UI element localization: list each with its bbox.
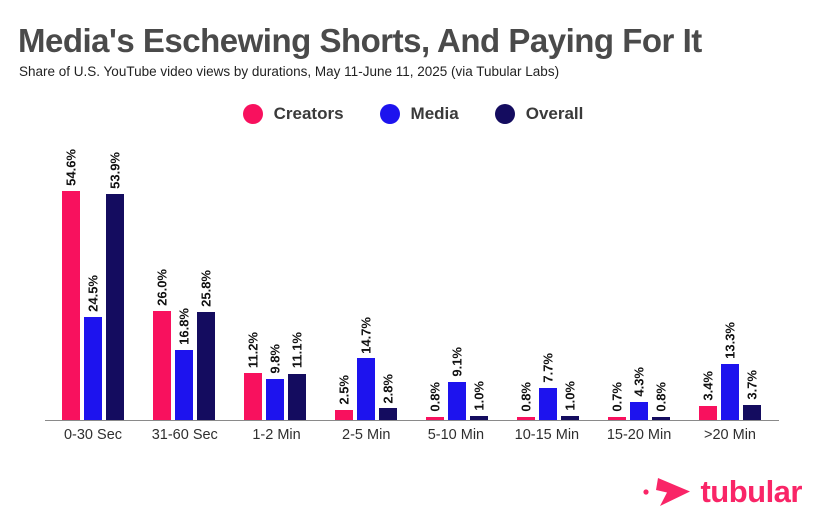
bar-overall: 11.1% bbox=[288, 332, 306, 420]
bar-overall: 1.0% bbox=[561, 381, 579, 420]
tubular-logo-icon bbox=[643, 478, 691, 506]
creators-swatch-icon bbox=[242, 104, 263, 124]
bar-overall: 3.7% bbox=[743, 370, 761, 420]
legend-item-media: Media bbox=[379, 104, 459, 124]
tubular-logo-text: tubular bbox=[700, 473, 802, 509]
bar-value-label: 0.8% bbox=[653, 381, 669, 412]
bar-creators: 0.7% bbox=[608, 382, 626, 420]
bar-media: 9.8% bbox=[266, 344, 284, 420]
x-axis-label: 10-15 Min bbox=[514, 427, 580, 443]
bar-value-label: 4.3% bbox=[631, 367, 647, 397]
bar-value-label: 9.1% bbox=[449, 347, 465, 377]
bar-value-label: 0.8% bbox=[427, 381, 443, 412]
bar-value-label: 14.7% bbox=[358, 316, 374, 354]
bar-group: 3.4% 13.3% 3.7% bbox=[699, 322, 761, 420]
x-axis-label: 0-30 Sec bbox=[63, 427, 123, 443]
bar-value-label: 3.7% bbox=[744, 369, 760, 400]
bar-creators: 3.4% bbox=[699, 371, 717, 420]
chart-subtitle: Share of U.S. YouTube video views by dur… bbox=[19, 64, 560, 79]
bar-overall: 1.0% bbox=[470, 381, 488, 420]
bar-value-label: 11.2% bbox=[245, 331, 261, 369]
bar-value-label: 25.8% bbox=[198, 270, 214, 307]
bar-media: 16.8% bbox=[175, 308, 193, 420]
bar-value-label: 3.4% bbox=[700, 371, 716, 401]
x-axis-line bbox=[45, 420, 779, 421]
bar-creators: 26.0% bbox=[153, 269, 171, 420]
bar-overall: 25.8% bbox=[197, 270, 215, 420]
bar-value-label: 0.8% bbox=[518, 381, 534, 412]
bar-creators: 2.5% bbox=[335, 375, 353, 420]
bar-overall: 0.8% bbox=[652, 382, 670, 420]
bar-media: 13.3% bbox=[721, 322, 739, 420]
bar-group: 2.5% 14.7% 2.8% bbox=[335, 317, 397, 420]
bar-value-label: 9.8% bbox=[267, 344, 283, 374]
bar-media: 4.3% bbox=[630, 367, 648, 420]
legend-label-overall: Overall bbox=[525, 104, 584, 123]
bar-value-label: 0.7% bbox=[609, 382, 625, 413]
bar-value-label: 13.3% bbox=[722, 322, 738, 360]
tubular-logo: tubular bbox=[643, 473, 802, 509]
bar-group: 11.2% 9.8% 11.1% bbox=[244, 332, 306, 420]
media-swatch-icon bbox=[379, 104, 400, 124]
legend: Creators Media Overall bbox=[0, 104, 826, 124]
chart-groups: 54.6% 24.5% 53.9% 26.0% 16.8% 25.8% 11.2% 9.8% 1… bbox=[62, 140, 761, 420]
bar-group: 0.8% 9.1% 1.0% bbox=[426, 347, 488, 420]
bar-value-label: 53.9% bbox=[107, 152, 123, 190]
bar-value-label: 26.0% bbox=[154, 269, 170, 307]
x-axis-label: 1-2 Min bbox=[252, 427, 301, 443]
legend-label-media: Media bbox=[410, 104, 459, 123]
bar-value-label: 1.0% bbox=[471, 381, 487, 411]
bar-creators: 0.8% bbox=[426, 382, 444, 420]
logo-arrow-shape bbox=[656, 478, 691, 506]
x-axis-label: >20 Min bbox=[704, 427, 756, 443]
bar-value-label: 54.6% bbox=[63, 149, 79, 187]
bar-overall: 53.9% bbox=[106, 152, 124, 420]
legend-label-creators: Creators bbox=[273, 104, 344, 123]
x-axis-label: 2-5 Min bbox=[342, 427, 391, 443]
bar-creators: 11.2% bbox=[244, 332, 262, 420]
bar-group: 0.7% 4.3% 0.8% bbox=[608, 367, 670, 420]
bar-media: 7.7% bbox=[539, 353, 557, 420]
overall-swatch-icon bbox=[494, 104, 515, 124]
bar-value-label: 7.7% bbox=[540, 353, 556, 383]
chart-title: Media's Eschewing Shorts, And Paying For… bbox=[18, 22, 702, 59]
bar-overall: 2.8% bbox=[379, 374, 397, 420]
bar-value-label: 24.5% bbox=[85, 275, 101, 313]
logo-dot-shape bbox=[643, 489, 650, 495]
bar-value-label: 1.0% bbox=[562, 381, 578, 411]
bar-media: 9.1% bbox=[448, 347, 466, 420]
bar-value-label: 2.8% bbox=[380, 373, 396, 404]
legend-item-overall: Overall bbox=[494, 104, 584, 124]
bar-media: 24.5% bbox=[84, 275, 102, 420]
bar-value-label: 11.1% bbox=[289, 332, 305, 369]
x-axis-label: 31-60 Sec bbox=[151, 427, 218, 443]
x-axis-label: 15-20 Min bbox=[606, 427, 672, 443]
bar-creators: 0.8% bbox=[517, 382, 535, 420]
bar-creators: 54.6% bbox=[62, 149, 80, 420]
bar-group: 54.6% 24.5% 53.9% bbox=[62, 149, 124, 420]
legend-item-creators: Creators bbox=[242, 104, 344, 124]
bar-media: 14.7% bbox=[357, 317, 375, 420]
x-axis-label: 5-10 Min bbox=[427, 427, 485, 443]
bar-group: 26.0% 16.8% 25.8% bbox=[153, 269, 215, 420]
x-axis-labels: 0-30 Sec 31-60 Sec 1-2 Min 2-5 Min 5-10 Min 1… bbox=[62, 427, 761, 443]
bar-value-label: 16.8% bbox=[176, 307, 192, 345]
bar-value-label: 2.5% bbox=[336, 374, 352, 405]
bar-group: 0.8% 7.7% 1.0% bbox=[517, 353, 579, 420]
